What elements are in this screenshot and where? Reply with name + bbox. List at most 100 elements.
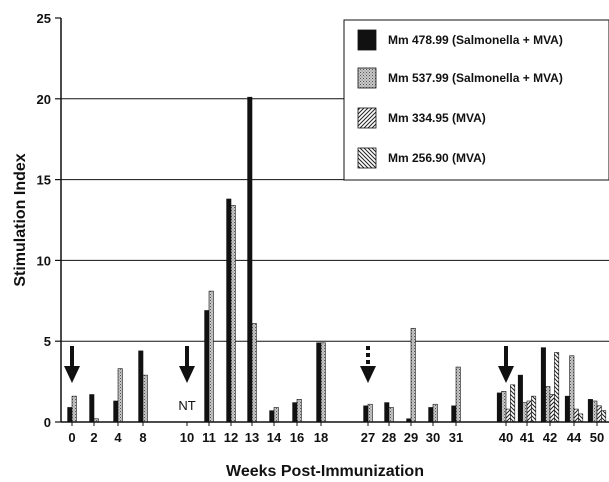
bar (226, 198, 232, 423)
bar (71, 395, 77, 423)
x-tick-label: 8 (139, 430, 146, 445)
y-tick-label: 20 (37, 92, 51, 107)
annotation-label: NT (178, 398, 195, 413)
legend-label: Mm 334.95 (MVA) (388, 111, 486, 125)
bar (273, 407, 279, 423)
x-tick-label: 16 (290, 430, 304, 445)
y-axis-title: Stimulation Index (12, 153, 29, 286)
bar (384, 402, 390, 423)
bar (601, 410, 607, 423)
x-tick-label: 42 (543, 430, 557, 445)
bar (578, 413, 584, 423)
bar (569, 355, 575, 423)
bar (113, 400, 119, 423)
bar (564, 395, 570, 423)
y-ticks: 0 5 10 15 20 25 (37, 11, 61, 430)
x-tick-label: 29 (404, 430, 418, 445)
x-tick-label: 14 (267, 430, 282, 445)
axes (60, 18, 609, 423)
legend-label: Mm 256.90 (MVA) (388, 151, 486, 165)
bar (247, 96, 253, 423)
x-tick-label: 10 (180, 430, 194, 445)
x-tick-label: 31 (449, 430, 463, 445)
bar (587, 399, 593, 423)
y-tick-label: 5 (44, 334, 51, 349)
bar (138, 350, 144, 423)
legend-swatch (357, 107, 377, 129)
bar (363, 405, 369, 423)
bar (269, 410, 275, 423)
x-tick-label: 40 (499, 430, 513, 445)
x-tick-label: 2 (90, 430, 97, 445)
bar (292, 402, 298, 423)
bar (428, 407, 434, 423)
down-arrow-icon (179, 366, 195, 383)
bars (67, 96, 607, 423)
y-tick-label: 15 (37, 173, 51, 188)
bar (592, 400, 598, 423)
bar (320, 342, 326, 423)
bar (526, 400, 532, 423)
legend-box (343, 19, 609, 181)
legend-swatch (357, 67, 377, 89)
bar (501, 390, 507, 423)
bar (142, 374, 148, 423)
bar (388, 407, 394, 423)
x-tick-label: 0 (68, 430, 75, 445)
bar (545, 386, 551, 423)
x-ticks: 0 2 4 8 10 11 12 13 14 16 18 27 28 29 30 31 40 41 42 44 50 (68, 422, 604, 445)
bar (316, 342, 322, 423)
x-tick-label: 11 (202, 430, 216, 445)
legend-swatch (357, 29, 377, 51)
bar (517, 374, 523, 423)
bar (554, 352, 560, 423)
arrow-shaft (70, 346, 74, 368)
bar (296, 399, 302, 423)
x-tick-label: 13 (245, 430, 259, 445)
legend-label: Mm 537.99 (Salmonella + MVA) (388, 71, 563, 85)
y-tick-label: 10 (37, 253, 51, 268)
bar (496, 392, 502, 423)
bar (505, 408, 511, 423)
x-axis-title: Weeks Post-Immunization (226, 463, 424, 480)
arrow-annotations: NT (64, 346, 514, 413)
x-tick-label: 18 (314, 430, 328, 445)
down-arrow-icon (360, 366, 376, 383)
bar (367, 403, 373, 423)
x-tick-label: 27 (361, 430, 375, 445)
legend-swatch (357, 147, 377, 169)
bar (531, 395, 537, 423)
x-tick-label: 41 (520, 430, 534, 445)
bar (510, 384, 516, 423)
x-tick-label: 30 (426, 430, 440, 445)
arrow-shaft (185, 346, 189, 368)
x-tick-label: 4 (114, 430, 122, 445)
x-tick-label: 28 (382, 430, 396, 445)
x-tick-label: 12 (224, 430, 238, 445)
bar (573, 408, 579, 423)
bar (522, 402, 528, 423)
bar (451, 405, 457, 423)
bar (204, 310, 210, 423)
bar (596, 405, 602, 423)
bar (67, 407, 73, 423)
down-arrow-icon (498, 366, 514, 383)
bar (540, 347, 546, 423)
bar (549, 394, 555, 423)
bar (230, 205, 236, 423)
x-tick-label: 44 (567, 430, 582, 445)
bar (455, 366, 461, 423)
bar (251, 323, 257, 423)
y-tick-label: 0 (44, 415, 51, 430)
down-arrow-icon (64, 366, 80, 383)
bar (208, 290, 214, 423)
y-tick-label: 25 (37, 11, 51, 26)
bar (117, 368, 123, 423)
bar (410, 327, 416, 423)
bar (432, 403, 438, 423)
legend: Mm 478.99 (Salmonella + MVA) Mm 537.99 (S… (343, 19, 609, 181)
x-tick-label: 50 (590, 430, 604, 445)
legend-label: Mm 478.99 (Salmonella + MVA) (388, 33, 563, 47)
arrow-shaft (504, 346, 508, 368)
